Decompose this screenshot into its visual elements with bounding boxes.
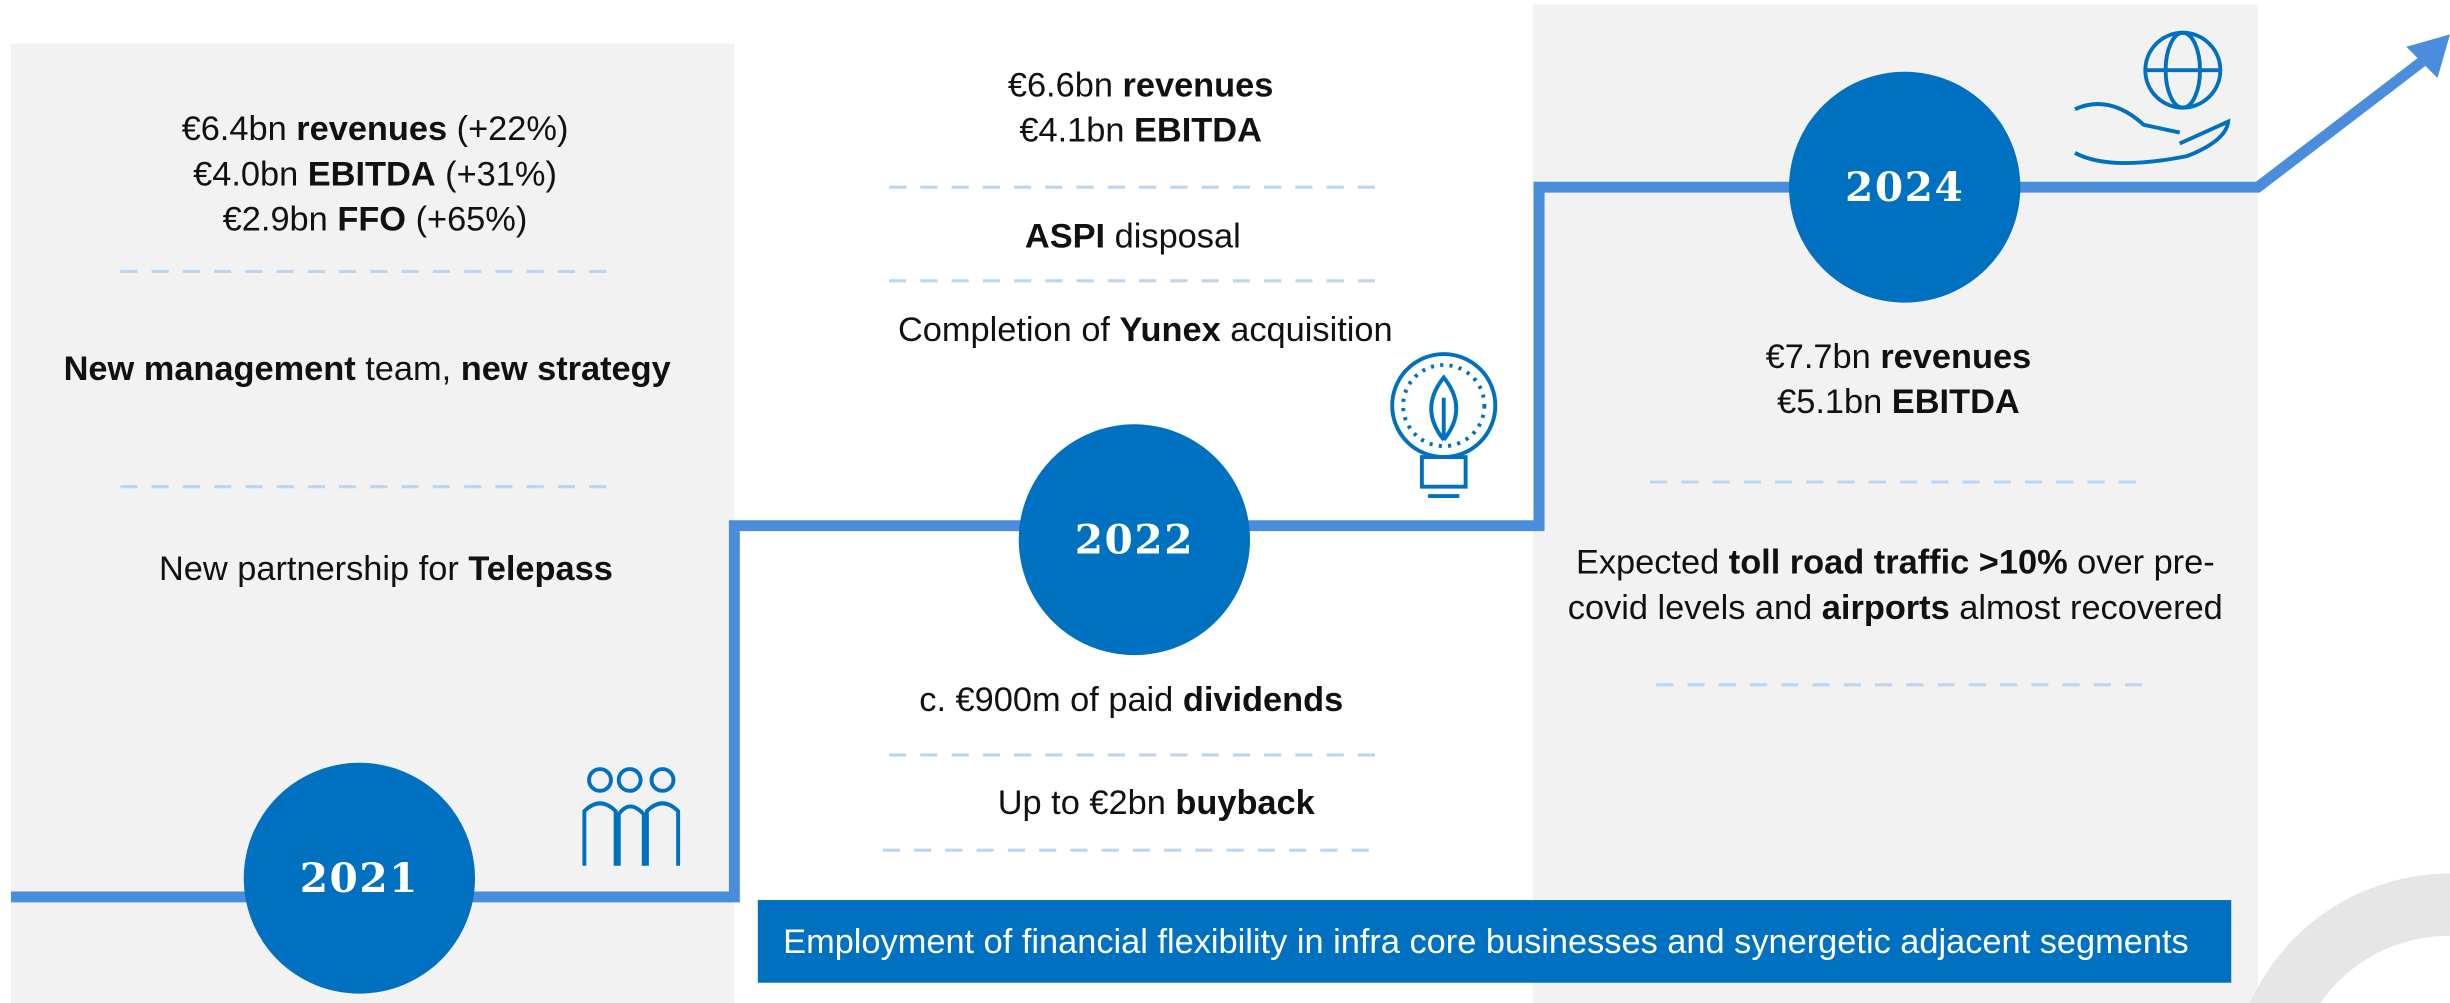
text-line: €2.9bn FFO (+65%) xyxy=(223,201,528,239)
text-line: Expected toll road traffic >10% over pre… xyxy=(1576,544,2215,582)
text-segment: over pre- xyxy=(2068,544,2215,582)
text-segment: disposal xyxy=(1105,218,1241,256)
text-segment: team, xyxy=(356,350,461,388)
text-segment: €7.7bn xyxy=(1766,338,1881,376)
text-segment: €6.4bn xyxy=(182,110,297,148)
year-circle xyxy=(1789,71,2021,303)
text-line: €4.1bn EBITDA xyxy=(1019,112,1262,150)
icon-bulb xyxy=(1390,352,1498,498)
text-line: €6.6bn revenues xyxy=(1008,66,1274,104)
text-segment: (+31%) xyxy=(436,155,557,193)
year-label: 2022 xyxy=(1075,515,1194,563)
year-circle xyxy=(243,762,475,994)
text-segment: ASPI xyxy=(1025,218,1105,256)
text-segment: revenues xyxy=(1880,338,2031,376)
text-segment: c. €900m of paid xyxy=(919,681,1183,719)
dividers xyxy=(120,185,2152,852)
text-segment: new strategy xyxy=(461,350,671,388)
text-line: €5.1bn EBITDA xyxy=(1777,383,2020,421)
text-segment: (+22%) xyxy=(447,110,568,148)
text-segment: covid levels and xyxy=(1568,589,1822,627)
text-segment: Yunex xyxy=(1120,311,1221,349)
text-segment: €4.0bn xyxy=(193,155,308,193)
text-line: €6.4bn revenues (+22%) xyxy=(182,110,569,148)
text-segment: revenues xyxy=(296,110,447,148)
year-circle xyxy=(1018,424,1250,656)
text-line: New management team, new strategy xyxy=(64,350,671,388)
icon-globe-hand xyxy=(2074,30,2231,166)
year-label: 2024 xyxy=(1845,163,1964,211)
text-segment: acquisition xyxy=(1221,311,1393,349)
text-segment: EBITDA xyxy=(1892,383,2020,421)
text-segment: revenues xyxy=(1123,66,1274,104)
icon-people xyxy=(582,767,681,866)
text-segment: EBITDA xyxy=(1134,112,1262,150)
text-segment: dividends xyxy=(1183,681,1343,719)
step-line xyxy=(10,50,2435,903)
text-segment: Telepass xyxy=(468,550,613,588)
text-line: Completion of Yunex acquisition xyxy=(898,311,1393,349)
text-line: €4.0bn EBITDA (+31%) xyxy=(193,155,557,193)
text-line: ASPI disposal xyxy=(1025,218,1241,256)
text-segment: EBITDA xyxy=(308,155,436,193)
banner xyxy=(757,900,2232,983)
text-segment: FFO xyxy=(337,201,406,239)
text-segment: Up to €2bn xyxy=(998,784,1176,822)
year-label: 2021 xyxy=(300,854,419,902)
text-segment: Expected xyxy=(1576,544,1729,582)
text-line: c. €900m of paid dividends xyxy=(919,681,1343,719)
arrow-head xyxy=(2406,34,2450,78)
text-segment: €4.1bn xyxy=(1019,112,1134,150)
text-line: covid levels and airports almost recover… xyxy=(1568,589,2223,627)
text-segment: almost recovered xyxy=(1950,589,2223,627)
text-line: New partnership for Telepass xyxy=(159,550,613,588)
banner-text: Employment of financial flexibility in i… xyxy=(783,923,2189,961)
text-segment: New partnership for xyxy=(159,550,468,588)
decor xyxy=(2250,873,2450,1003)
text-segment: €6.6bn xyxy=(1008,66,1123,104)
text-segment: (+65%) xyxy=(406,201,527,239)
text-segment: €5.1bn xyxy=(1777,383,1892,421)
text-segment: toll road traffic >10% xyxy=(1729,544,2068,582)
text-segment: airports xyxy=(1822,589,1950,627)
text-line: €7.7bn revenues xyxy=(1766,338,2032,376)
text-segment: €2.9bn xyxy=(223,201,338,239)
text-segment: buyback xyxy=(1175,784,1315,822)
text-segment: Completion of xyxy=(898,311,1120,349)
text-line: Up to €2bn buyback xyxy=(998,784,1316,822)
text-segment: New management xyxy=(64,350,357,388)
